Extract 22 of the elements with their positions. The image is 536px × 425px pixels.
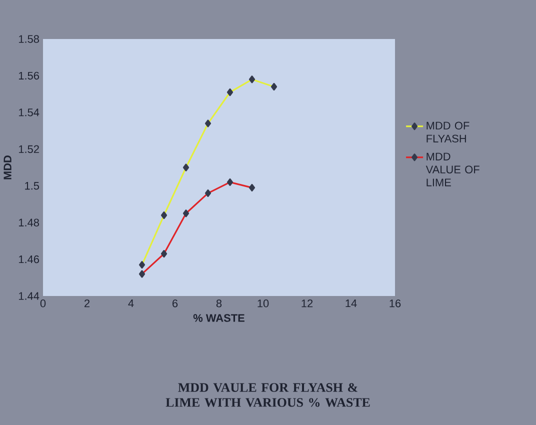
text: MDD VAULE FOR FLYASH & LIME WITH VARIOUS % WASTE: [166, 383, 370, 407]
x-tick-label: 12: [302, 300, 313, 308]
y-tick-label: 1.46: [18, 255, 39, 264]
x-axis-title: % WASTE: [193, 314, 244, 322]
x-tick-label: 6: [172, 300, 178, 308]
y-tick-label: 1.48: [18, 218, 39, 226]
y-tick-label: 1.54: [18, 108, 40, 116]
y-tick-label: 1.52: [18, 145, 39, 154]
legend-label: MDD OF FLYASH: [426, 122, 470, 142]
y-axis-title: MDD: [4, 155, 12, 180]
x-tick-label: 8: [216, 300, 222, 308]
x-tick-label: 4: [128, 300, 134, 308]
legend-label: MDD VALUE OF LIME: [426, 152, 480, 186]
x-tick-label: 16: [390, 300, 401, 308]
x-tick-label: 0: [40, 300, 46, 308]
y-tick-label: 1.5: [25, 182, 40, 190]
y-tick-label: 1.44: [18, 292, 40, 300]
x-tick-label: 14: [346, 300, 357, 308]
x-tick-label: 2: [84, 300, 90, 308]
y-tick-label: 1.56: [18, 72, 39, 80]
y-tick-label: 1.58: [18, 35, 39, 43]
x-tick-label: 10: [258, 300, 269, 308]
